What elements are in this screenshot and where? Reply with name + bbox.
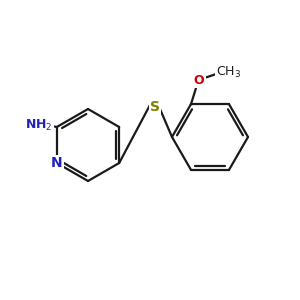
Text: O: O: [194, 74, 204, 87]
Text: CH$_3$: CH$_3$: [216, 64, 242, 80]
Text: NH$_2$: NH$_2$: [25, 117, 52, 133]
Text: S: S: [150, 100, 160, 114]
Text: N: N: [51, 156, 63, 170]
